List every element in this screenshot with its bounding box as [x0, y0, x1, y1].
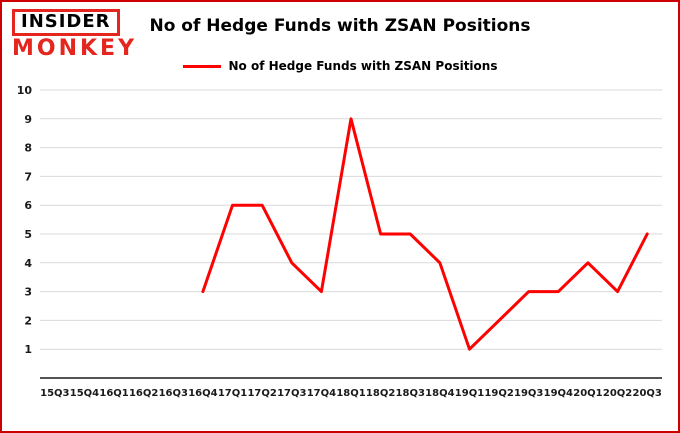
- y-tick-label: 10: [17, 84, 33, 97]
- x-tick-label: 19Q3: [514, 388, 543, 399]
- x-tick-label: 17Q3: [277, 388, 306, 399]
- x-tick-label: 18Q2: [366, 388, 395, 399]
- y-tick-label: 5: [24, 228, 32, 241]
- x-tick-label: 15Q4: [70, 388, 99, 399]
- series-line: [201, 117, 649, 351]
- y-tick-label: 3: [24, 286, 32, 299]
- y-tick-label: 2: [24, 314, 32, 327]
- x-tick-label: 20Q2: [603, 388, 632, 399]
- legend-line-swatch: [182, 64, 221, 68]
- y-tick-label: 9: [24, 113, 32, 126]
- chart-title: No of Hedge Funds with ZSAN Positions: [149, 16, 531, 36]
- x-tick-label: 18Q1: [336, 388, 365, 399]
- x-tick-label: 18Q4: [425, 388, 454, 399]
- x-tick-label: 20Q3: [633, 388, 662, 399]
- legend-label: No of Hedge Funds with ZSAN Positions: [228, 59, 498, 73]
- x-tick-label: 15Q3: [40, 388, 69, 399]
- y-tick-label: 8: [24, 142, 32, 155]
- x-tick-label: 19Q2: [484, 388, 513, 399]
- x-tick-label: 17Q1: [218, 388, 247, 399]
- x-tick-label: 17Q4: [307, 388, 336, 399]
- x-tick-label: 18Q3: [396, 388, 425, 399]
- legend: No of Hedge Funds with ZSAN Positions: [2, 59, 678, 73]
- y-tick-label: 4: [24, 257, 32, 270]
- x-tick-label: 16Q1: [99, 388, 128, 399]
- logo-monkey-text: MONKEY: [12, 35, 138, 61]
- x-tick-label: 16Q4: [188, 388, 217, 399]
- x-tick-label: 16Q3: [159, 388, 188, 399]
- x-tick-label: 20Q1: [573, 388, 602, 399]
- y-tick-label: 1: [24, 343, 32, 356]
- y-tick-label: 7: [24, 170, 32, 183]
- x-tick-label: 19Q4: [544, 388, 573, 399]
- x-tick-label: 19Q1: [455, 388, 484, 399]
- y-tick-label: 6: [24, 199, 32, 212]
- x-tick-label: 17Q2: [247, 388, 276, 399]
- logo-insider-text: INSIDER: [12, 9, 120, 36]
- x-tick-label: 16Q2: [129, 388, 158, 399]
- insider-monkey-logo: INSIDER MONKEY: [12, 9, 137, 60]
